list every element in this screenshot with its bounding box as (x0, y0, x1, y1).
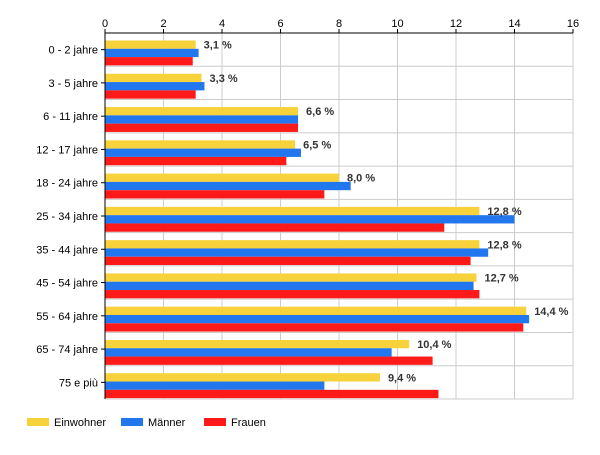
legend-swatch (204, 418, 226, 426)
data-label: 3,1 % (204, 40, 232, 52)
category-label: 0 - 2 jahre (48, 45, 98, 57)
x-tick-label: 14 (508, 18, 520, 30)
bar-m-nner (105, 314, 530, 324)
x-tick-label: 16 (567, 18, 579, 30)
bar-frauen (105, 290, 480, 299)
data-label: 6,5 % (303, 139, 331, 151)
bar-m-nner (105, 82, 205, 91)
category-label: 12 - 17 jahre (36, 144, 98, 156)
legend-label: Männer (148, 417, 186, 429)
category-label: 35 - 44 jahre (36, 244, 98, 256)
category-label: 25 - 34 jahre (36, 211, 98, 223)
bar-frauen (105, 323, 524, 332)
data-label: 14,4 % (534, 306, 568, 318)
bar-frauen (105, 223, 445, 232)
bar-einwohner (105, 306, 527, 315)
bar-einwohner (105, 273, 477, 282)
data-label: 10,4 % (417, 339, 451, 351)
x-tick-label: 2 (160, 18, 166, 30)
axis-layer: 0 2 4 6 8 10 12 14 16 (101, 18, 579, 399)
x-tick-label: 12 (450, 18, 462, 30)
x-tick-label: 0 (102, 18, 108, 30)
grid-layer (105, 32, 574, 400)
bar-einwohner (105, 339, 410, 349)
data-label: 6,6 % (306, 106, 334, 118)
category-label: 3 - 5 jahre (48, 78, 98, 90)
bar-frauen (105, 389, 439, 399)
bar-frauen (105, 156, 287, 166)
legend-label: Einwohner (54, 417, 106, 429)
bar-frauen (105, 256, 471, 266)
data-label: 9,4 % (388, 372, 416, 384)
category-label: 45 - 54 jahre (36, 278, 98, 290)
bar-m-nner (105, 148, 301, 157)
bar-m-nner (105, 181, 351, 191)
bar-m-nner (105, 381, 325, 390)
category-label: 75 e più (59, 377, 98, 389)
labels-layer: 0 - 2 jahre 3,1 % 3 - 5 jahre 3,3 % 6 - 11 j… (36, 40, 568, 390)
bar-einwohner (105, 206, 480, 216)
bar-einwohner (105, 240, 480, 249)
bar-einwohner (105, 373, 380, 382)
x-tick-label: 8 (336, 18, 342, 30)
bar-frauen (105, 57, 193, 66)
bar-m-nner (105, 248, 489, 257)
x-tick-label: 4 (219, 18, 225, 30)
bar-m-nner (105, 215, 515, 224)
bar-einwohner (105, 107, 299, 116)
bar-frauen (105, 123, 299, 132)
bar-frauen (105, 190, 325, 199)
data-label: 3,3 % (210, 73, 238, 85)
category-label: 6 - 11 jahre (43, 111, 98, 123)
legend-swatch (121, 418, 143, 426)
bar-m-nner (105, 348, 392, 357)
bar-m-nner (105, 48, 199, 58)
bar-m-nner (105, 115, 299, 124)
bars-layer (105, 40, 530, 399)
category-label: 18 - 24 jahre (36, 178, 98, 190)
legend-swatch (27, 418, 49, 426)
legend-label: Frauen (231, 417, 266, 429)
bar-m-nner (105, 281, 474, 291)
bar-einwohner (105, 40, 196, 49)
bar-einwohner (105, 73, 202, 83)
bar-frauen (105, 90, 196, 99)
bar-frauen (105, 356, 433, 365)
x-tick-label: 10 (391, 18, 403, 30)
category-label: 65 - 74 jahre (36, 344, 98, 356)
data-label: 12,8 % (487, 206, 521, 218)
legend: Einwohner Männer Frauen (27, 417, 266, 429)
bar-einwohner (105, 140, 296, 149)
x-tick-label: 6 (277, 18, 283, 30)
data-label: 12,8 % (487, 239, 521, 251)
data-label: 8,0 % (347, 173, 375, 185)
bar-einwohner (105, 173, 339, 182)
category-label: 55 - 64 jahre (36, 311, 98, 323)
data-label: 12,7 % (484, 273, 518, 285)
